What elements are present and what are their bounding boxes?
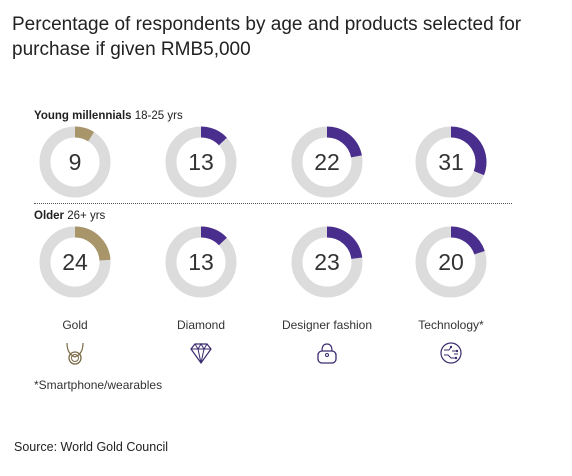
donut-segment-young-gold <box>74 126 95 142</box>
necklace-icon <box>66 342 84 365</box>
group-label-older: Older 26+ yrs <box>34 210 105 222</box>
category-label-diamond: Diamond <box>176 318 226 332</box>
donut-value-label: 23 <box>314 249 340 275</box>
group-name: Older <box>34 210 65 222</box>
group-divider <box>34 203 512 204</box>
donut-segment-older-technology <box>450 226 485 255</box>
donut-value-label: 22 <box>314 149 340 175</box>
donut-value-label: 13 <box>188 149 214 175</box>
donut-value-label: 20 <box>438 249 464 275</box>
donut-segment-young-designer-fashion <box>326 126 362 158</box>
donut-segment-young-technology <box>450 126 487 176</box>
donut-segment-older-diamond <box>200 226 227 246</box>
donut-segment-older-gold <box>74 226 111 261</box>
donut-segment-young-diamond <box>200 126 227 146</box>
category-label-gold: Gold <box>62 318 88 332</box>
donut-value-label: 9 <box>69 149 82 175</box>
source-note: Source: World Gold Council <box>14 440 169 454</box>
circuit-globe-icon <box>440 342 462 364</box>
group-name: Young millennials <box>34 110 132 122</box>
footnote: *Smartphone/wearables <box>34 378 163 392</box>
diamond-icon <box>190 343 212 365</box>
group-range: 18-25 yrs <box>134 110 183 122</box>
category-label-technology: Technology* <box>418 318 484 332</box>
group-range: 26+ yrs <box>67 210 106 222</box>
donut-value-label: 31 <box>438 149 464 175</box>
handbag-icon <box>317 343 337 364</box>
group-label-young: Young millennials 18-25 yrs <box>34 110 183 122</box>
category-label-designer-fashion: Designer fashion <box>281 318 373 332</box>
donut-segment-older-designer-fashion <box>326 226 363 260</box>
chart-title: Percentage of respondents by age and pro… <box>12 14 522 60</box>
donut-value-label: 13 <box>188 249 214 275</box>
donut-value-label: 24 <box>62 249 88 275</box>
